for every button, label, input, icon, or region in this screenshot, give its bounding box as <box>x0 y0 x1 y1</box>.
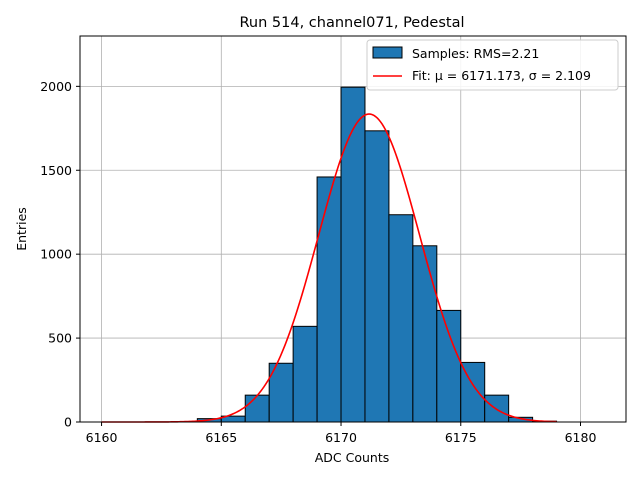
x-tick-label: 6175 <box>445 430 477 445</box>
legend: Samples: RMS=2.21 Fit: μ = 6171.173, σ =… <box>366 39 619 91</box>
legend-samples-swatch <box>372 46 403 59</box>
legend-frame <box>366 39 619 91</box>
y-tick-label: 500 <box>48 331 72 346</box>
legend-samples-label: Samples: RMS=2.21 <box>412 46 539 61</box>
plot-frame <box>79 35 627 423</box>
histogram-bar <box>244 394 270 423</box>
x-axis-label: ADC Counts <box>315 450 390 465</box>
x-tick-label: 6160 <box>86 430 118 445</box>
histogram-bar <box>316 176 342 423</box>
y-axis-label: Entries <box>14 207 29 251</box>
histogram-bar <box>436 309 462 423</box>
histogram-bar <box>292 325 318 423</box>
histogram-bar <box>340 86 366 423</box>
y-tick-label: 1500 <box>40 163 72 178</box>
chart-title: Run 514, channel071, Pedestal <box>239 15 464 31</box>
x-tick-label: 6170 <box>325 430 357 445</box>
y-tick-label: 1000 <box>40 247 72 262</box>
y-tick-label: 0 <box>64 415 72 430</box>
legend-fit-label: Fit: μ = 6171.173, σ = 2.109 <box>412 68 591 83</box>
x-tick-label: 6180 <box>565 430 597 445</box>
histogram-bar <box>412 245 438 423</box>
x-tick-label: 6165 <box>205 430 237 445</box>
histogram-bar <box>364 130 390 423</box>
histogram-bar <box>388 214 414 423</box>
axes: 6160 6165 6170 6175 6180 0 500 1000 1500 2000 <box>40 35 627 445</box>
histogram-bars <box>196 86 558 423</box>
y-tick-label: 2000 <box>40 79 72 94</box>
